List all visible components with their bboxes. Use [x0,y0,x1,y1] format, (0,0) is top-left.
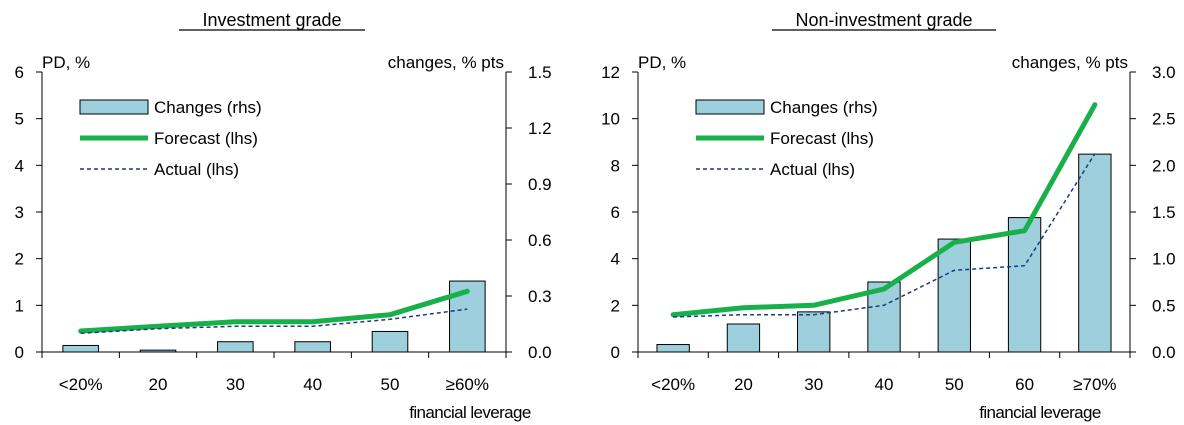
x-axis-label: financial leverage [409,403,531,422]
y-tick-label-left: 4 [15,156,24,175]
bar-mark [1078,153,1112,353]
y-tick-label-right: 2.0 [1152,156,1176,175]
x-tick-label: 40 [875,375,894,394]
y-tick-label-right: 1.2 [528,119,552,138]
chart-title: Non-investment grade [795,10,972,30]
legend-label: Forecast (lhs) [770,129,874,148]
legend-label: Actual (lhs) [770,160,855,179]
x-tick-label: 50 [945,375,964,394]
y-tick-label-right: 0.5 [1152,296,1176,315]
bar-mark [1007,217,1042,353]
y-tick-label-right: 2.5 [1152,110,1176,129]
chart-title: Investment grade [202,10,341,30]
forecast-line [78,288,470,334]
y-axis-right-label: changes, % pts [388,53,504,72]
y-tick-label-right: 0.0 [1152,343,1176,362]
y-tick-label-left: 6 [15,63,24,82]
bar-mark [726,323,761,353]
y-tick-label-left: 2 [15,250,24,269]
y-tick-label-right: 0.6 [528,231,552,250]
y-tick-label-right: 0.9 [528,175,552,194]
y-tick-label-left: 10 [601,110,620,129]
legend-label: Forecast (lhs) [154,129,258,148]
y-tick-label-left: 2 [611,296,620,315]
x-tick-label: ≥60% [446,375,489,394]
bar-mark [217,341,254,353]
y-tick-label-left: 8 [611,156,620,175]
x-tick-label: 30 [226,375,245,394]
y-tick-label-left: 4 [611,250,620,269]
y-tick-label-right: 1.0 [1152,250,1176,269]
x-tick-label: <20% [651,375,695,394]
bar-mark [937,238,971,353]
bar-mark [294,341,331,353]
y-axis-left-label: PD, % [638,53,686,72]
bar-mark [797,311,831,353]
y-tick-label-right: 0.3 [528,287,552,306]
y-axis-right-label: changes, % pts [1012,53,1128,72]
y-tick-label-right: 1.5 [528,63,552,82]
y-tick-label-left: 0 [611,343,620,362]
y-tick-label-left: 6 [611,203,620,222]
legend-swatch-changes [79,99,149,115]
x-tick-label: ≥70% [1073,375,1116,394]
x-tick-label: <20% [59,375,103,394]
x-tick-label: 50 [381,375,400,394]
y-tick-label-left: 5 [15,110,24,129]
bar-mark [62,344,99,353]
legend-label: Changes (rhs) [154,98,262,117]
bar-mark [371,330,409,353]
x-tick-label: 20 [149,375,168,394]
x-tick-label: 30 [804,375,823,394]
y-tick-label-right: 3.0 [1152,63,1176,82]
legend-label: Actual (lhs) [154,160,239,179]
y-tick-label-right: 1.5 [1152,203,1176,222]
y-tick-label-left: 1 [15,296,24,315]
y-tick-label-left: 0 [15,343,24,362]
actual-line [80,308,468,335]
legend-swatch-changes [695,99,765,115]
y-tick-label-left: 12 [601,63,620,82]
y-tick-label-left: 3 [15,203,24,222]
x-tick-label: 20 [734,375,753,394]
y-axis-left-label: PD, % [42,53,90,72]
forecast-line [670,102,1098,318]
x-tick-label: 40 [303,375,322,394]
legend-label: Changes (rhs) [770,98,878,117]
x-axis-label: financial leverage [979,403,1101,422]
bar-mark [656,344,690,353]
x-tick-label: 60 [1015,375,1034,394]
y-tick-label-right: 0.0 [528,343,552,362]
actual-line [673,153,1096,318]
